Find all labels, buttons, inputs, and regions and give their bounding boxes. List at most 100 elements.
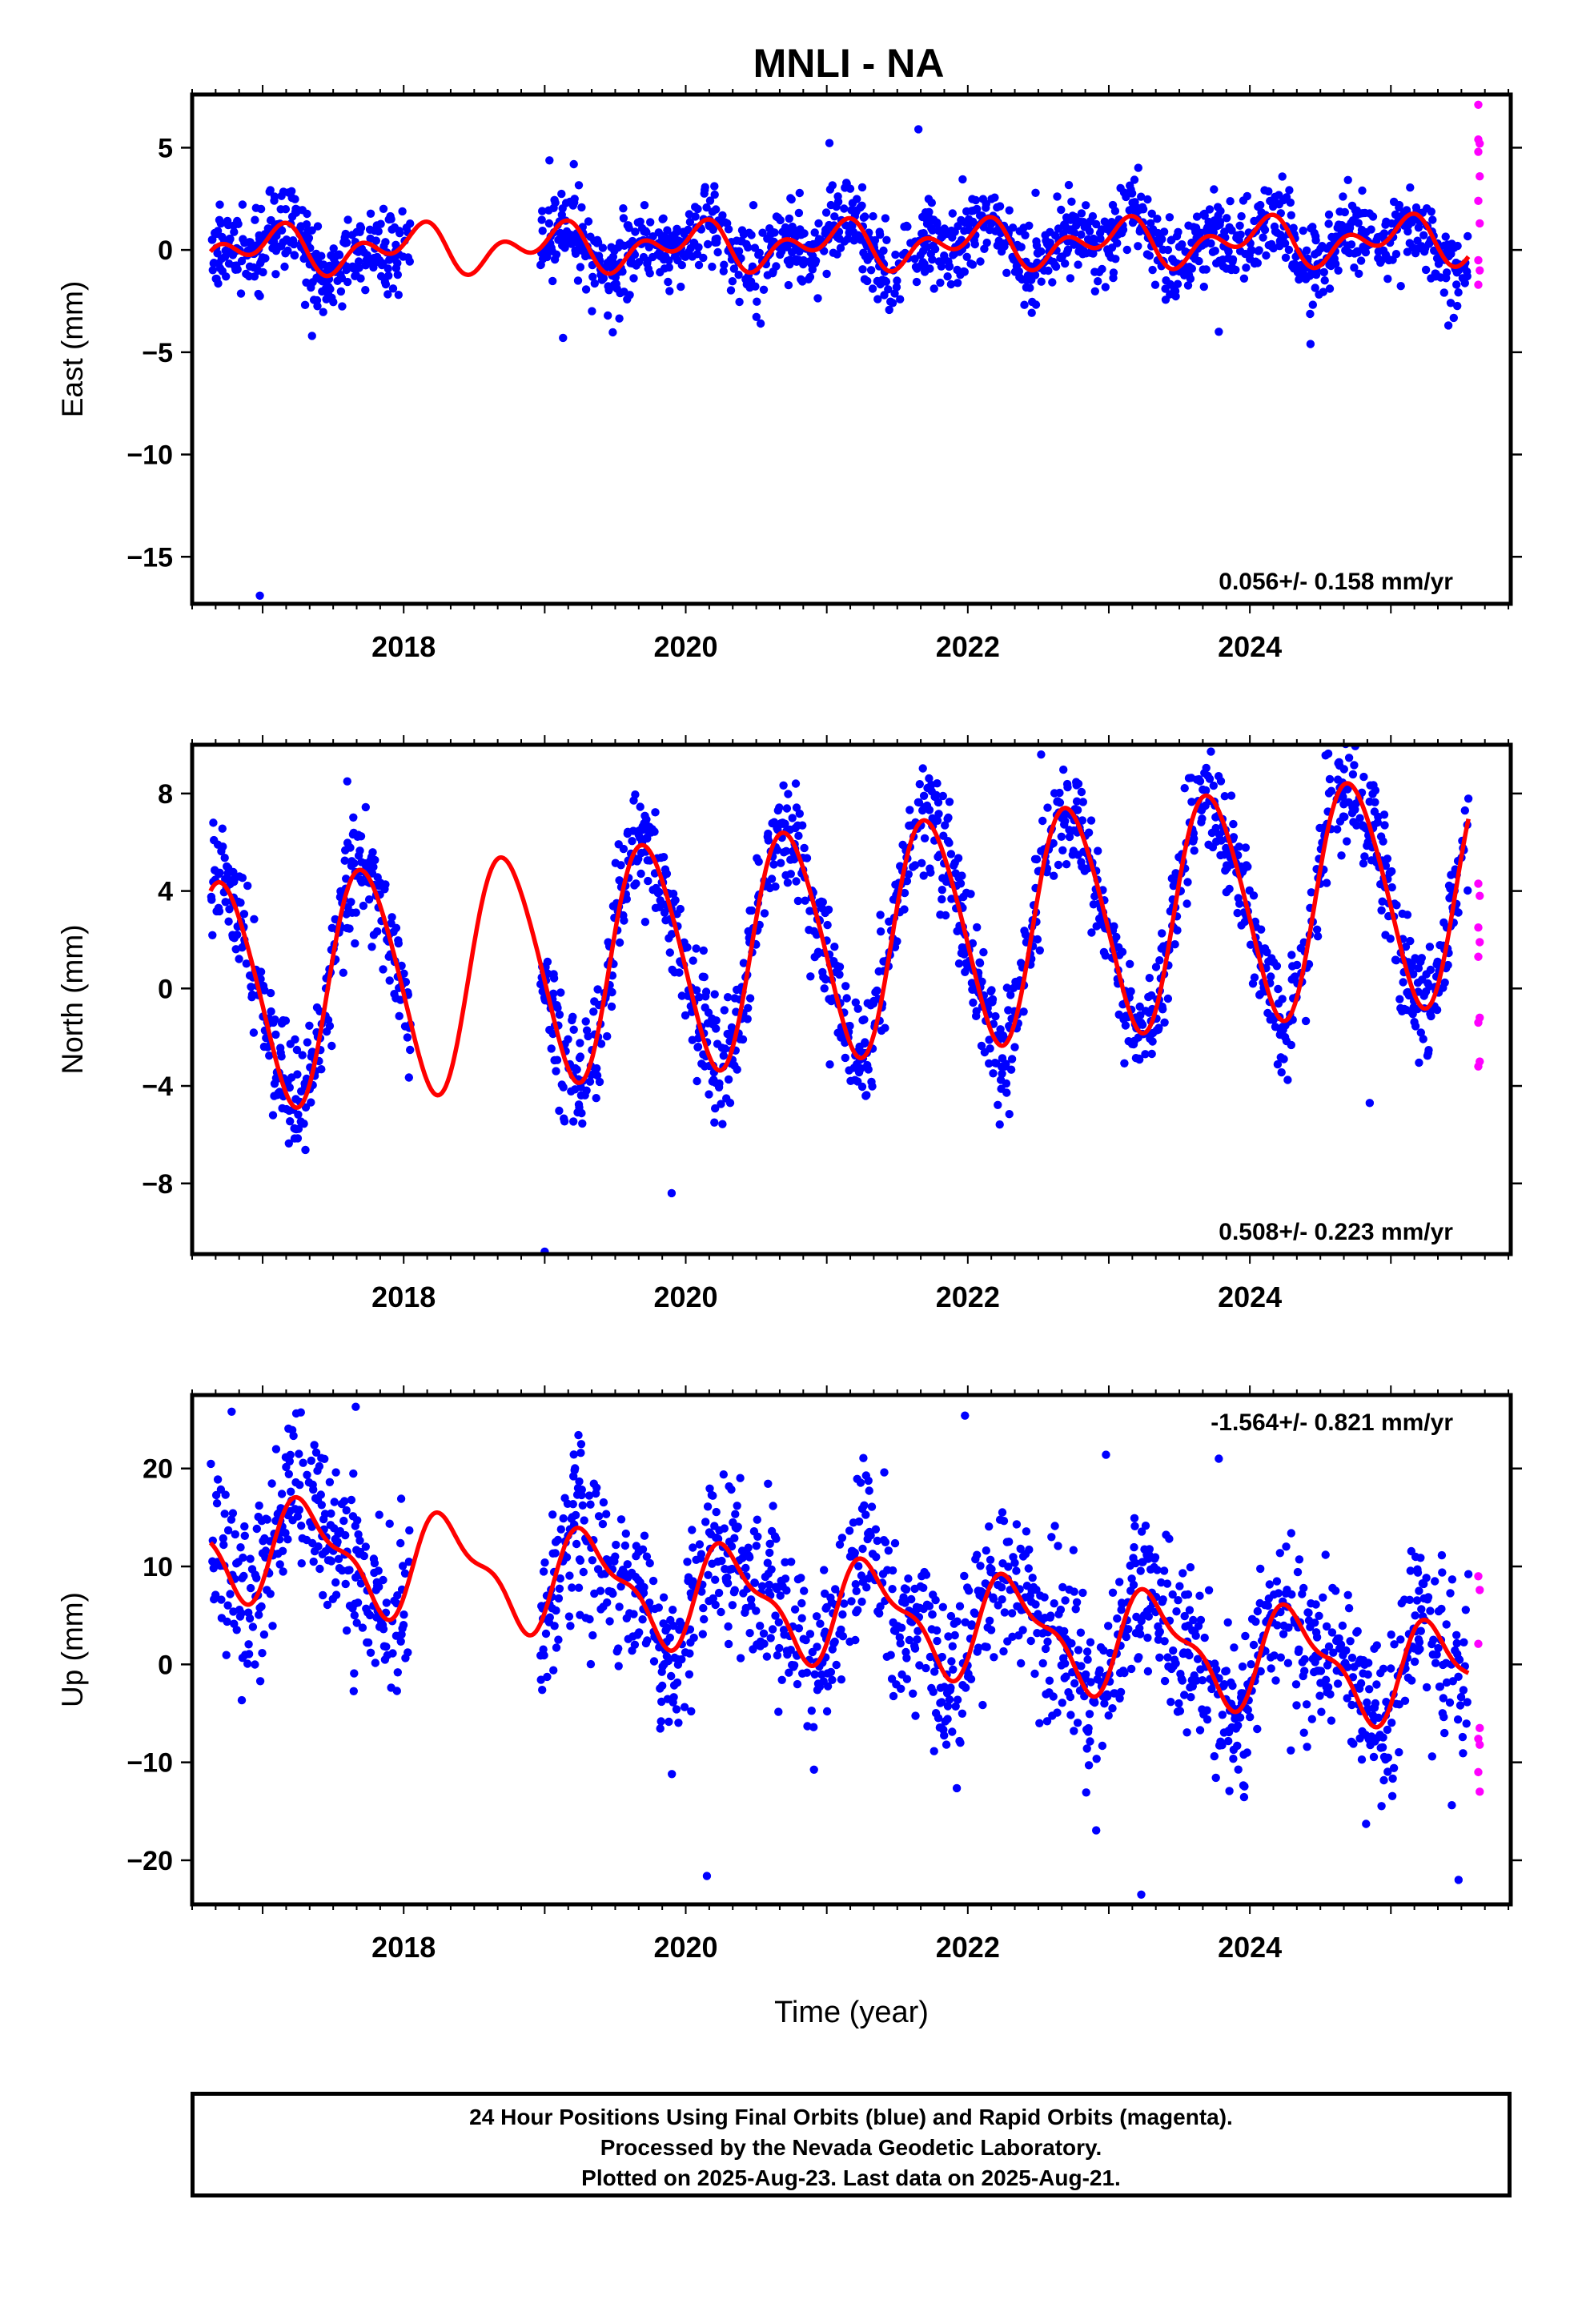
up-final-point — [745, 1553, 754, 1562]
up-final-point — [884, 1546, 893, 1555]
up-final-point — [760, 1639, 769, 1648]
east-final-point — [1127, 189, 1137, 198]
up-final-point — [982, 1642, 991, 1651]
east-final-point — [208, 266, 217, 275]
up-final-point — [1315, 1611, 1323, 1621]
north-final-point — [569, 1117, 578, 1126]
up-final-point — [769, 1502, 777, 1510]
up-final-point — [327, 1557, 336, 1566]
north-final-point — [677, 991, 686, 1000]
east-final-point — [1324, 219, 1333, 228]
up-final-point — [970, 1609, 980, 1618]
north-final-point — [1141, 1050, 1150, 1059]
up-final-point — [1104, 1711, 1113, 1720]
up-final-point — [1182, 1728, 1191, 1737]
up-final-point — [569, 1450, 578, 1459]
up-final-point — [614, 1662, 623, 1671]
up-final-point — [307, 1456, 315, 1466]
east-final-point — [735, 297, 744, 307]
up-final-point — [807, 1707, 816, 1715]
east-final-point — [1158, 235, 1166, 243]
up-final-point — [1005, 1538, 1014, 1546]
up-final-point — [793, 1679, 802, 1689]
east-final-point — [1243, 191, 1252, 201]
up-final-point — [1162, 1579, 1172, 1588]
east-xtick-label: 2020 — [653, 630, 717, 663]
up-final-point — [1307, 1715, 1317, 1723]
north-final-point — [705, 1090, 713, 1099]
north-final-point — [247, 983, 255, 991]
up-final-point — [571, 1510, 580, 1520]
north-final-point — [632, 879, 640, 888]
north-final-point — [995, 1120, 1004, 1129]
east-final-point — [712, 205, 721, 214]
north-final-point — [968, 939, 978, 948]
up-final-point — [1066, 1692, 1075, 1702]
up-final-point — [955, 1602, 965, 1610]
up-final-point — [1271, 1676, 1280, 1685]
up-final-point — [958, 1709, 967, 1718]
up-final-point — [540, 1651, 548, 1660]
up-final-point — [257, 1602, 266, 1611]
up-final-point — [1076, 1628, 1086, 1637]
up-final-point — [683, 1558, 692, 1566]
north-final-point — [650, 827, 659, 836]
north-final-point — [717, 1100, 725, 1108]
up-final-point — [1174, 1699, 1183, 1708]
east-final-point — [1147, 209, 1156, 218]
up-final-point — [930, 1747, 938, 1755]
north-final-point — [1350, 761, 1359, 770]
east-final-point — [230, 227, 239, 236]
north-final-point — [841, 982, 850, 991]
up-final-point — [1348, 1673, 1358, 1682]
up-final-point — [768, 1625, 777, 1634]
up-final-point — [1012, 1520, 1022, 1529]
north-final-point — [607, 1002, 616, 1011]
east-final-point — [551, 198, 560, 207]
north-final-point — [271, 1015, 279, 1024]
up-final-point — [928, 1610, 937, 1619]
up-final-point — [1017, 1659, 1026, 1668]
up-final-point — [1311, 1600, 1320, 1609]
up-final-point — [685, 1670, 694, 1679]
east-final-point — [1026, 283, 1034, 292]
up-final-point — [753, 1532, 762, 1542]
up-final-point — [717, 1556, 726, 1566]
up-final-point — [888, 1566, 897, 1575]
north-final-point — [1343, 837, 1351, 846]
east-final-point — [830, 212, 839, 221]
up-final-point — [317, 1501, 326, 1510]
up-final-point — [1299, 1583, 1308, 1593]
north-final-point — [675, 968, 684, 977]
north-final-point — [266, 988, 275, 998]
north-final-point — [1160, 1018, 1169, 1027]
north-final-point — [1078, 816, 1087, 825]
north-final-point — [667, 1188, 677, 1198]
north-final-point — [294, 1124, 303, 1133]
up-final-point — [1304, 1608, 1313, 1618]
up-final-point — [635, 1628, 644, 1637]
up-final-point — [212, 1499, 222, 1508]
up-final-point — [929, 1687, 938, 1696]
north-final-point — [1058, 846, 1067, 855]
up-final-point — [621, 1529, 630, 1538]
up-final-point — [594, 1512, 604, 1521]
east-final-point — [930, 284, 938, 293]
up-final-point — [938, 1602, 948, 1612]
up-final-point — [1129, 1580, 1138, 1590]
north-final-point — [1425, 943, 1435, 951]
north-final-point — [281, 1016, 291, 1025]
north-final-point — [743, 1015, 752, 1023]
up-final-point — [1061, 1659, 1070, 1668]
north-final-point — [1078, 798, 1088, 806]
east-final-point — [1094, 277, 1102, 286]
north-final-point — [555, 1010, 564, 1019]
north-final-point — [342, 875, 351, 883]
up-final-point — [1347, 1700, 1356, 1710]
up-final-point — [951, 1702, 960, 1711]
north-final-point — [1383, 854, 1392, 863]
east-final-point — [1306, 309, 1315, 319]
east-final-point — [629, 274, 638, 283]
up-final-point — [316, 1490, 325, 1499]
up-final-point — [1130, 1542, 1138, 1552]
